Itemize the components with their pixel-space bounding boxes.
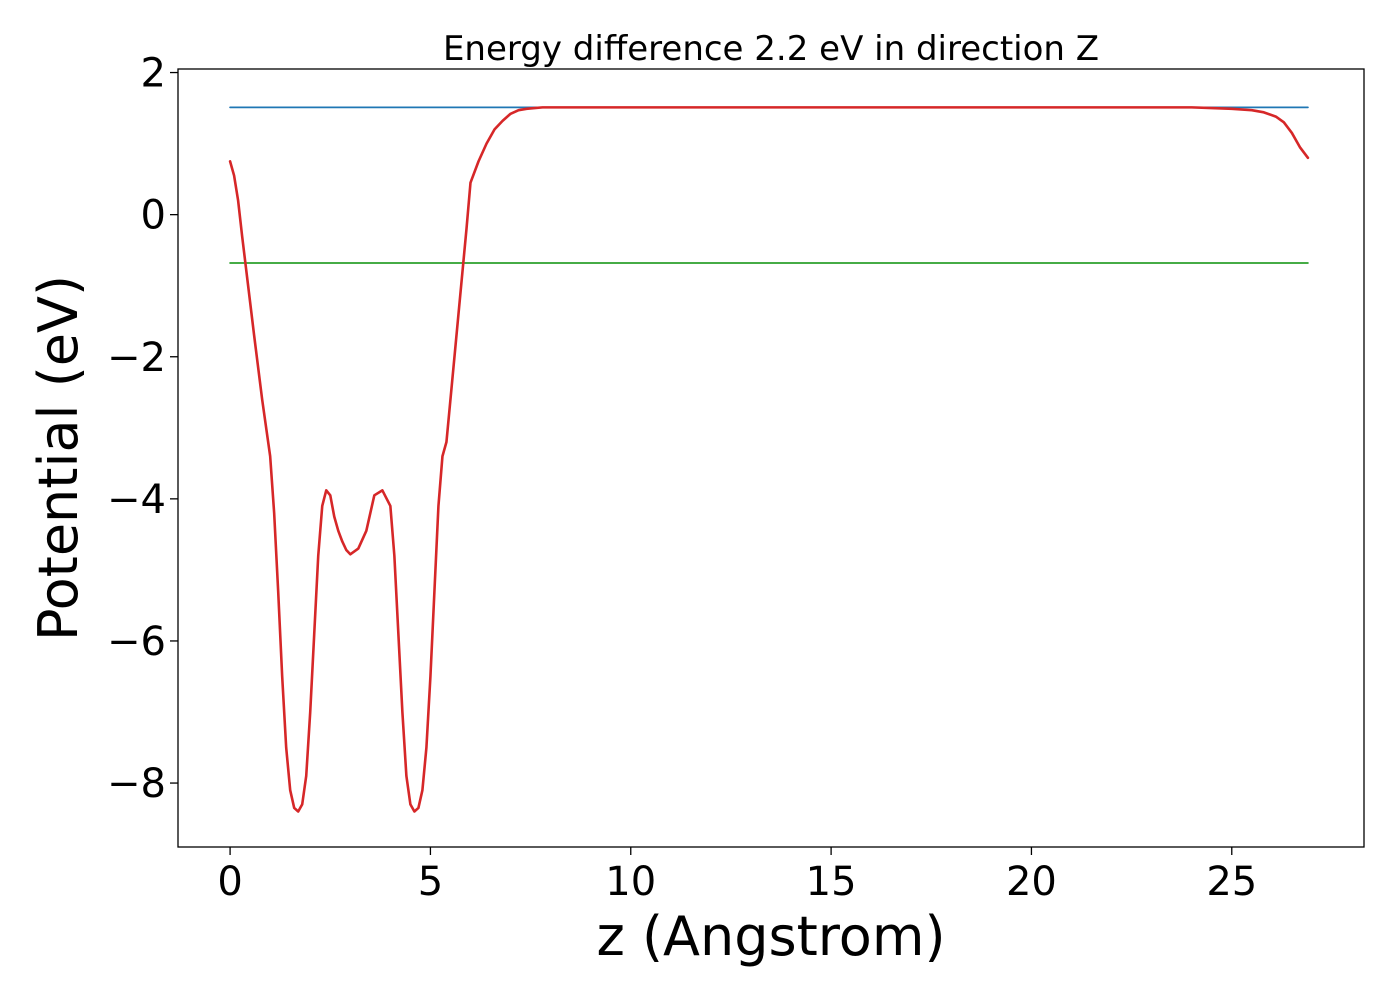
y-tick-label: 0 bbox=[141, 193, 166, 239]
plot-frame bbox=[177, 68, 1365, 848]
x-tick-label: 25 bbox=[1206, 859, 1257, 905]
x-tick-label: 0 bbox=[217, 859, 242, 905]
potential-curve bbox=[228, 106, 1310, 813]
y-tick-label: −2 bbox=[107, 335, 166, 381]
y-tick-label: 2 bbox=[141, 51, 166, 97]
y-tick-label: −4 bbox=[107, 477, 166, 523]
plot-area bbox=[228, 106, 1310, 813]
x-tick-label: 20 bbox=[1006, 859, 1057, 905]
y-axis-label: Potential (eV) bbox=[27, 275, 90, 641]
y-tick-label: −6 bbox=[107, 619, 166, 665]
x-axis-label: z (Angstrom) bbox=[596, 905, 945, 968]
y-tick-label: −8 bbox=[107, 761, 166, 807]
x-tick-label: 15 bbox=[806, 859, 857, 905]
chart-title: Energy difference 2.2 eV in direction Z bbox=[443, 29, 1099, 69]
x-tick-label: 10 bbox=[605, 859, 656, 905]
x-tick-label: 5 bbox=[418, 859, 443, 905]
